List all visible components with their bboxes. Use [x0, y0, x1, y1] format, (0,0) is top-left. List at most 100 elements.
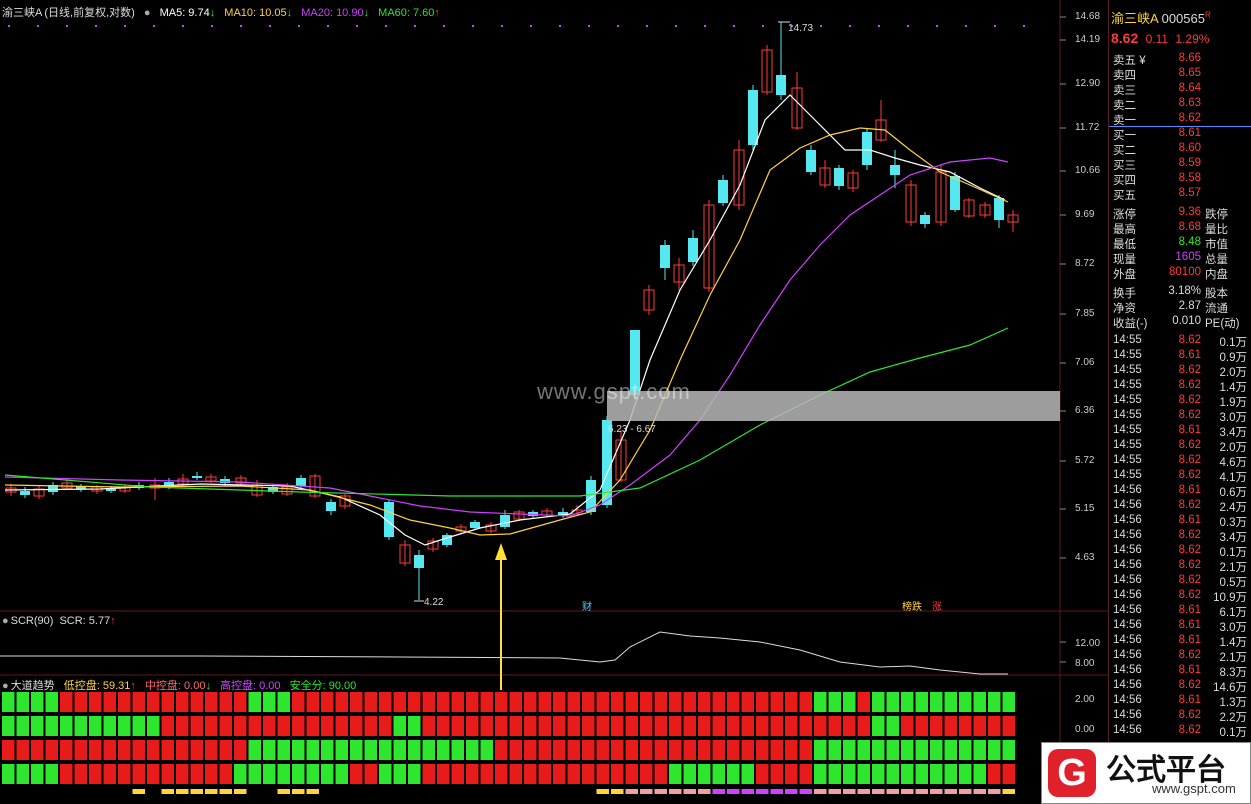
- trend-block: [698, 740, 711, 760]
- trend-block: [219, 692, 232, 712]
- trend-block: [567, 692, 580, 712]
- trend-block: [1002, 716, 1015, 736]
- trend-block: [770, 716, 783, 736]
- stat-label: 现量: [1113, 254, 1136, 266]
- trend-block: [785, 716, 798, 736]
- trade-price: 8.62: [1178, 394, 1201, 406]
- signal-dot: [66, 25, 68, 27]
- bid-row[interactable]: 买五 8.57: [1109, 187, 1251, 202]
- trade-time: 14:55: [1113, 379, 1142, 391]
- trade-tick-row: 14:55 8.62 2.0万: [1109, 364, 1251, 379]
- trend-block: [335, 764, 348, 784]
- trend-block: [466, 692, 479, 712]
- ask-row[interactable]: 卖二 8.63: [1109, 97, 1251, 112]
- trend-block: [582, 764, 595, 784]
- trade-tick-row: 14:56 8.62 3.4万: [1109, 529, 1251, 544]
- trend-block: [321, 740, 334, 760]
- trend-block: [683, 716, 696, 736]
- trend-block: [205, 716, 218, 736]
- trend-block: [306, 692, 319, 712]
- trend-signal-mark: [915, 789, 928, 794]
- ma5-label: MA5: 9.74↓: [159, 7, 216, 19]
- price-tick-label: 9.69: [1075, 209, 1095, 220]
- order-price: 8.64: [1178, 82, 1201, 94]
- candle-body-up: [643, 289, 655, 311]
- order-label: 卖二: [1113, 100, 1136, 112]
- trend-block: [335, 740, 348, 760]
- trend-block: [393, 740, 406, 760]
- trade-time: 14:56: [1113, 709, 1142, 721]
- trade-time: 14:56: [1113, 559, 1142, 571]
- trade-price: 8.62: [1178, 649, 1201, 661]
- trend-block: [350, 764, 363, 784]
- trend-block: [872, 764, 885, 784]
- price-tick-label: 6.36: [1075, 405, 1095, 416]
- stat-value: 1605: [1175, 251, 1201, 263]
- order-price: 8.63: [1178, 97, 1201, 109]
- scr-settings-icon[interactable]: ●: [2, 615, 9, 627]
- trend-block: [1002, 740, 1015, 760]
- trade-volume: 0.1万: [1219, 337, 1248, 349]
- scr-header: ● SCR(90) SCR: 5.77↑: [2, 615, 122, 627]
- trend-block: [901, 764, 914, 784]
- trade-tick-row: 14:56 8.62 0.5万: [1109, 574, 1251, 589]
- trend-block: [103, 692, 116, 712]
- trade-price: 8.62: [1178, 454, 1201, 466]
- ask-row[interactable]: 卖四 8.65: [1109, 67, 1251, 82]
- trend-block: [683, 740, 696, 760]
- trend-block: [16, 692, 29, 712]
- trend-block: [944, 716, 957, 736]
- trend-block: [509, 716, 522, 736]
- trend-block: [60, 692, 73, 712]
- signal-dot: [501, 25, 503, 27]
- trend-block: [132, 764, 145, 784]
- trend-block: [654, 716, 667, 736]
- trend-block: [480, 692, 493, 712]
- trend-block: [553, 716, 566, 736]
- trend-block: [451, 764, 464, 784]
- ask-row[interactable]: 卖一 8.62: [1109, 112, 1251, 127]
- trend-block: [277, 716, 290, 736]
- bid-row[interactable]: 买四 8.58: [1109, 172, 1251, 187]
- trend-block: [118, 764, 131, 784]
- bid-row[interactable]: 买一 8.61: [1109, 127, 1251, 142]
- trend-block: [727, 692, 740, 712]
- stat-value: 3.18%: [1168, 285, 1201, 297]
- price-chart[interactable]: 14.73 4.22 6.23 - 6.67 财 榜跌涨: [0, 0, 1108, 612]
- trade-tick-row: 14:56 8.61 0.3万: [1109, 514, 1251, 529]
- entry-arrow: [495, 543, 507, 612]
- trend-block: [567, 764, 580, 784]
- order-label: 卖四: [1113, 70, 1136, 82]
- signal-dot: [820, 25, 822, 27]
- trend-block: [712, 716, 725, 736]
- trend-settings-icon[interactable]: ●: [2, 680, 9, 692]
- trend-block: [422, 716, 435, 736]
- trend-block: [611, 692, 624, 712]
- trend-block: [2, 716, 15, 736]
- trend-signal-mark: [205, 789, 218, 794]
- trend-block: [147, 692, 160, 712]
- settings-icon[interactable]: ●: [143, 7, 151, 19]
- signal-dot: [617, 25, 619, 27]
- trade-time: 14:56: [1113, 589, 1142, 601]
- trend-signal-mark: [625, 789, 638, 794]
- main-chart-header: 渝三峡A (日线,前复权,对数) ● MA5: 9.74↓ MA10: 10.05…: [2, 4, 446, 20]
- trend-block: [698, 764, 711, 784]
- trade-price: 8.61: [1178, 634, 1201, 646]
- bid-row[interactable]: 买二 8.60: [1109, 142, 1251, 157]
- scr-indicator-chart[interactable]: 12.00 8.00: [0, 612, 1108, 676]
- trend-indicator-chart[interactable]: 2.00 0.00: [0, 676, 1108, 804]
- trend-block: [161, 716, 174, 736]
- safety-score-label: 安全分: 90.00: [289, 680, 357, 692]
- candle-body-down: [660, 245, 670, 268]
- stat-right-label: 跌停: [1205, 209, 1228, 221]
- trade-volume: 3.0万: [1219, 412, 1248, 424]
- ask-row[interactable]: 卖五 ¥ 8.66: [1109, 52, 1251, 67]
- trend-block: [930, 764, 943, 784]
- trend-block: [669, 740, 682, 760]
- order-label: 买五: [1113, 190, 1136, 202]
- ask-row[interactable]: 卖三 8.64: [1109, 82, 1251, 97]
- trade-tick-row: 14:56 8.62 14.6万: [1109, 679, 1251, 694]
- bid-row[interactable]: 买三 8.59: [1109, 157, 1251, 172]
- trend-block: [31, 692, 44, 712]
